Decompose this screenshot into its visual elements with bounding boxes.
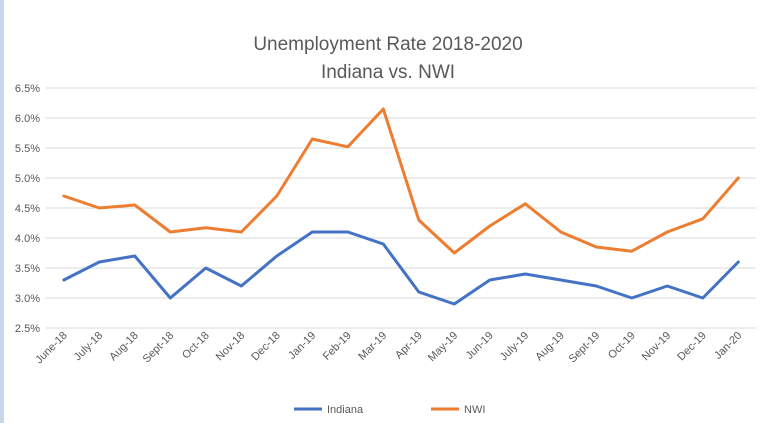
x-tick-label: July-18: [72, 330, 106, 364]
legend-label-nwi: NWI: [464, 404, 485, 416]
y-tick-label: 5.0%: [15, 173, 40, 185]
x-tick-label: Apr-19: [393, 330, 425, 362]
x-tick-label: Jun-19: [464, 330, 496, 362]
chart-subtitle: Indiana vs. NWI: [320, 62, 456, 83]
legend-label-indiana: Indiana: [327, 404, 364, 416]
y-tick-label: 6.0%: [15, 113, 40, 125]
x-tick-label: Feb-19: [321, 330, 354, 363]
chart-title: Unemployment Rate 2018-2020: [253, 34, 523, 55]
x-tick-label: June-18: [33, 330, 70, 367]
y-tick-label: 5.5%: [15, 143, 40, 155]
x-tick-label: Nov-19: [640, 330, 674, 364]
y-tick-label: 6.5%: [15, 83, 40, 95]
x-tick-label: Oct-18: [180, 330, 212, 362]
x-tick-label: Aug-18: [107, 330, 141, 364]
x-tick-label: Jan-20: [712, 330, 744, 362]
x-tick-label: Sept-19: [567, 330, 603, 366]
y-tick-label: 3.5%: [15, 263, 40, 275]
x-tick-label: Jan-19: [286, 330, 318, 362]
x-tick-label: July-19: [498, 330, 532, 364]
y-tick-label: 4.0%: [15, 233, 40, 245]
x-tick-label: Aug-19: [533, 330, 567, 364]
x-tick-label: May-19: [426, 330, 460, 364]
x-tick-label: Nov-18: [214, 330, 248, 364]
x-tick-label: Dec-19: [675, 330, 709, 364]
series-line-indiana: [62, 230, 740, 306]
x-tick-label: Mar-19: [356, 330, 389, 363]
y-tick-label: 2.5%: [15, 323, 40, 335]
y-tick-label: 4.5%: [15, 203, 40, 215]
series-line-nwi: [62, 107, 740, 255]
x-tick-label: Oct-19: [606, 330, 638, 362]
y-tick-label: 3.0%: [15, 293, 40, 305]
x-tick-label: Sept-18: [141, 330, 177, 366]
x-tick-label: Dec-18: [249, 330, 283, 364]
